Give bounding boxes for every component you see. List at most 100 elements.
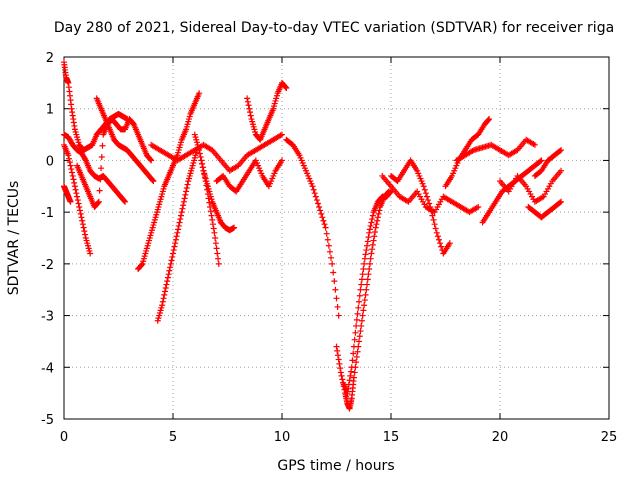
data-point: [215, 255, 222, 262]
data-point: [333, 295, 340, 302]
data-point: [168, 257, 175, 264]
data-point: [215, 260, 222, 267]
data-point: [538, 157, 545, 164]
plot-frame: [63, 56, 610, 420]
data-point: [97, 176, 104, 183]
y-tick-label: -1: [41, 206, 54, 221]
data-point: [330, 269, 337, 276]
data-point: [99, 142, 106, 149]
data-point: [82, 156, 89, 163]
data-point: [148, 157, 155, 164]
data-point: [369, 246, 376, 253]
data-point: [176, 219, 183, 226]
data-point: [211, 229, 218, 236]
data-point: [331, 278, 338, 285]
data-point: [87, 250, 94, 257]
data-point: [366, 260, 373, 267]
data-point: [435, 236, 442, 243]
data-point: [353, 316, 360, 323]
data-point: [199, 164, 206, 171]
data-point: [364, 276, 371, 283]
data-point: [437, 240, 444, 247]
data-point: [364, 238, 371, 245]
data-point: [423, 193, 430, 200]
data-point: [367, 222, 374, 229]
data-point: [368, 250, 375, 257]
data-point: [177, 212, 184, 219]
data-point: [363, 286, 370, 293]
data-point: [73, 190, 80, 197]
data-point: [329, 260, 336, 267]
data-point: [210, 225, 217, 232]
data-point: [433, 229, 440, 236]
data-point: [96, 187, 103, 194]
data-point: [68, 169, 75, 176]
data-point: [374, 217, 381, 224]
data-point: [197, 153, 204, 160]
data-point: [350, 374, 357, 381]
data-point: [171, 243, 178, 250]
data-point: [334, 352, 341, 359]
data-point: [351, 336, 358, 343]
data-point: [80, 224, 87, 231]
data-point: [172, 236, 179, 243]
data-point: [354, 348, 361, 355]
data-point: [334, 303, 341, 310]
data-point: [357, 286, 364, 293]
data-point: [208, 212, 215, 219]
data-point: [164, 278, 171, 285]
data-point: [150, 178, 157, 185]
grid: [64, 57, 609, 419]
data-point: [81, 228, 88, 235]
data-point: [316, 203, 323, 210]
x-axis-label: GPS time / hours: [277, 458, 394, 474]
data-point: [318, 210, 325, 217]
data-point: [98, 165, 105, 172]
data-point: [334, 347, 341, 354]
data-point: [446, 240, 453, 247]
data-point: [353, 353, 360, 360]
data-point: [202, 178, 209, 185]
y-tick-label: -5: [41, 413, 54, 428]
data-point: [199, 160, 206, 167]
data-point: [356, 292, 363, 299]
data-point: [427, 203, 434, 210]
y-tick-label: -2: [41, 258, 54, 273]
data-point: [247, 109, 254, 116]
data-point: [321, 221, 328, 228]
data-point: [370, 237, 377, 244]
data-point: [438, 243, 445, 250]
data-point: [172, 240, 179, 247]
data-point: [173, 233, 180, 240]
data-point: [201, 171, 208, 178]
data-point: [207, 208, 214, 215]
data-point: [212, 240, 219, 247]
data-point: [359, 312, 366, 319]
data-point: [345, 385, 352, 392]
data-point: [326, 248, 333, 255]
data-point: [348, 364, 355, 371]
data-point: [558, 198, 565, 205]
data-point: [161, 291, 168, 298]
data-point: [338, 372, 345, 379]
data-point: [361, 302, 368, 309]
data-point: [247, 112, 254, 119]
data-point: [162, 288, 169, 295]
data-point: [429, 212, 436, 219]
data-point: [431, 221, 438, 228]
data-point: [311, 190, 318, 197]
data-point: [196, 147, 203, 154]
data-point: [558, 167, 565, 174]
y-tick-label: 1: [46, 103, 54, 118]
data-point: [204, 191, 211, 198]
data-point: [432, 225, 439, 232]
data-point: [177, 216, 184, 223]
data-point: [360, 266, 367, 273]
data-point: [344, 390, 351, 397]
data-point: [313, 197, 320, 204]
data-point: [71, 183, 78, 190]
data-point: [355, 304, 362, 311]
data-point: [163, 281, 170, 288]
data-point: [353, 359, 360, 366]
